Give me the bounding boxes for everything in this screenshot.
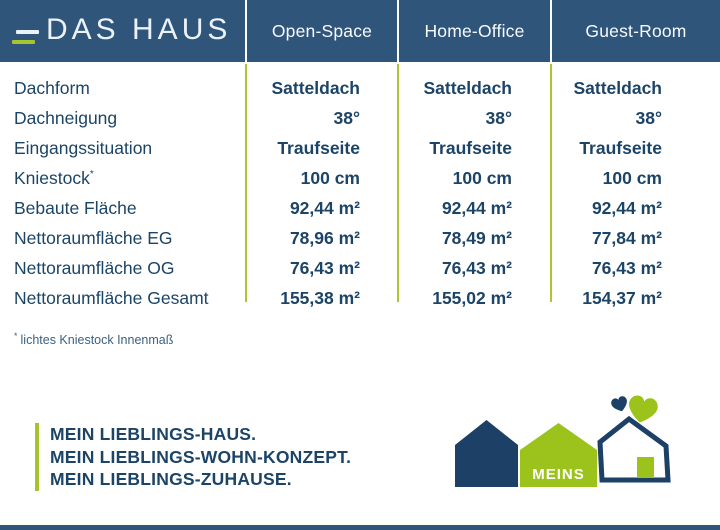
cell-value: 77,84 m²	[591, 227, 662, 248]
row-label-text: Nettoraumfläche EG	[14, 227, 173, 248]
table-row: Bebaute Fläche 92,44 m² 92,44 m² 92,44 m²	[0, 193, 720, 223]
tagline: MEIN LIEBLINGS-HAUS. MEIN LIEBLINGS-WOHN…	[35, 423, 351, 491]
row-label-text: Nettoraumfläche Gesamt	[14, 287, 209, 308]
table-row: Nettoraumfläche Gesamt 155,38 m² 155,02 m²…	[0, 283, 720, 313]
cell-value: 78,96 m²	[289, 227, 360, 248]
row-label: Dachneigung	[0, 108, 246, 129]
header-divider	[245, 0, 247, 62]
navy-house-icon	[455, 420, 518, 487]
row-label-text: Eingangssituation	[14, 137, 153, 158]
cell-value: Traufseite	[579, 137, 662, 158]
meins-house-logo: MEINS	[455, 395, 671, 487]
row-label: Bebaute Fläche	[0, 198, 246, 219]
navy-heart-icon	[611, 396, 627, 412]
table-row: Kniestock* 100 cm 100 cm 100 cm	[0, 163, 720, 193]
cell-value: Traufseite	[429, 137, 512, 158]
table-row: Dachneigung 38° 38° 38°	[0, 103, 720, 133]
cell-value: 76,43 m²	[441, 257, 512, 278]
column-divider	[550, 64, 552, 302]
header-divider	[397, 0, 399, 62]
outline-house-icon	[597, 415, 671, 483]
green-heart-icon	[629, 395, 658, 423]
cell-value: 155,38 m²	[280, 287, 360, 308]
column-divider	[245, 64, 247, 302]
row-label: Nettoraumfläche Gesamt	[0, 288, 246, 309]
cell-value: 38°	[635, 107, 662, 128]
row-label-text: Nettoraumfläche OG	[14, 257, 175, 278]
column-header-open-space: Open-Space	[271, 21, 373, 41]
cell-value: 100 cm	[300, 167, 360, 188]
row-label: Eingangssituation	[0, 138, 246, 159]
cell-value: Traufseite	[277, 137, 360, 158]
cell-value: Satteldach	[423, 77, 513, 98]
cell-value: 155,02 m²	[432, 287, 512, 308]
brand-underscore-green	[12, 40, 35, 44]
row-label-text: Bebaute Fläche	[14, 197, 137, 218]
table-row: Eingangssituation Traufseite Traufseite Tra…	[0, 133, 720, 163]
row-label-text: Dachneigung	[14, 107, 118, 128]
cell-value: Satteldach	[271, 77, 361, 98]
table-row: Dachform Satteldach Satteldach Satteldach	[0, 73, 720, 103]
cell-value: 92,44 m²	[591, 197, 662, 218]
table-body: Dachform Satteldach Satteldach Satteldach Da…	[0, 64, 720, 313]
row-label: Nettoraumfläche OG	[0, 258, 246, 279]
table-row: Nettoraumfläche EG 78,96 m² 78,49 m² 77,84 …	[0, 223, 720, 253]
cell-value: 38°	[485, 107, 512, 128]
logo-meins-text: MEINS	[532, 466, 585, 483]
footnote-marker: *	[89, 168, 94, 180]
row-label-text: Dachform	[14, 77, 90, 98]
house-door	[637, 457, 654, 478]
column-header-guest-room: Guest-Room	[585, 21, 687, 41]
header-bar: DAS HAUS Open-Space Home-Office Guest-Ro…	[0, 0, 720, 62]
cell-value: 76,43 m²	[289, 257, 360, 278]
row-label: Dachform	[0, 78, 246, 99]
cell-value: 100 cm	[452, 167, 512, 188]
cell-value: 154,37 m²	[582, 287, 662, 308]
bottom-border	[0, 525, 720, 530]
header-divider	[550, 0, 552, 62]
tagline-lines: MEIN LIEBLINGS-HAUS. MEIN LIEBLINGS-WOHN…	[50, 423, 351, 491]
cell-value: 78,49 m²	[441, 227, 512, 248]
brand-logo: DAS HAUS	[0, 0, 246, 62]
footnote-marker: *	[14, 331, 18, 341]
tagline-line-3: MEIN LIEBLINGS-ZUHAUSE.	[50, 469, 292, 489]
row-label-text: Kniestock	[14, 167, 90, 188]
cell-value: 92,44 m²	[441, 197, 512, 218]
cell-value: Satteldach	[573, 77, 663, 98]
cell-value: 92,44 m²	[289, 197, 360, 218]
table-row: Nettoraumfläche OG 76,43 m² 76,43 m² 76,43 …	[0, 253, 720, 283]
column-header-home-office: Home-Office	[424, 21, 525, 41]
brand-underscore-white	[16, 30, 39, 34]
row-label: Kniestock*	[0, 168, 246, 189]
cell-value: 100 cm	[602, 167, 662, 188]
tagline-line-2: MEIN LIEBLINGS-WOHN-KONZEPT.	[50, 446, 352, 467]
footnote: * lichtes Kniestock Innenmaß	[14, 331, 173, 347]
row-label: Nettoraumfläche EG	[0, 228, 246, 249]
column-divider	[397, 64, 399, 302]
tagline-accent-bar	[35, 423, 39, 491]
green-house-icon	[520, 423, 597, 487]
tagline-line-1: MEIN LIEBLINGS-HAUS.	[50, 424, 257, 444]
brand-text: DAS HAUS	[46, 13, 232, 46]
cell-value: 38°	[333, 107, 360, 128]
cell-value: 76,43 m²	[591, 257, 662, 278]
footnote-text: lichtes Kniestock Innenmaß	[20, 333, 174, 348]
